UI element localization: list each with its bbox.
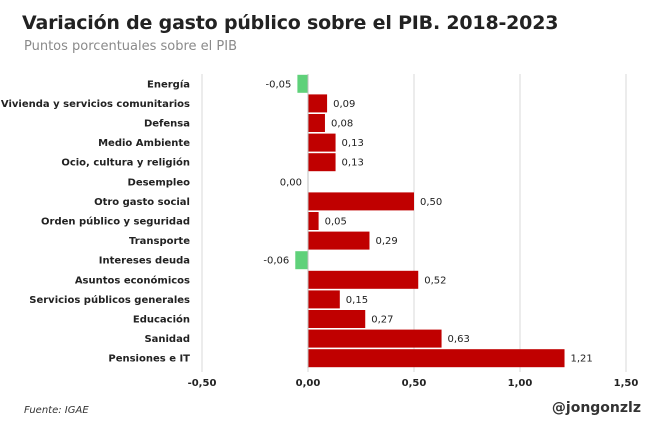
value-label: 0,15	[346, 295, 368, 306]
bar	[308, 153, 336, 172]
category-label: Desempleo	[128, 177, 191, 188]
value-label: 0,63	[448, 334, 470, 345]
value-label: 0,52	[424, 275, 446, 286]
bar	[297, 74, 308, 93]
category-label: Sanidad	[144, 334, 190, 345]
value-label: 0,50	[420, 197, 442, 208]
value-label: 1,21	[571, 354, 593, 365]
value-label: -0,05	[266, 79, 292, 90]
category-label: Otro gasto social	[94, 197, 190, 208]
value-label: 0,05	[325, 217, 347, 228]
category-label: Asuntos económicos	[75, 274, 190, 286]
category-label: Defensa	[144, 119, 190, 130]
bar	[308, 133, 336, 152]
bar	[308, 329, 442, 348]
x-tick-label: 1,00	[508, 378, 533, 389]
value-label: 0,13	[342, 138, 364, 149]
bar	[308, 270, 419, 289]
bar	[308, 212, 319, 230]
value-label: 0,29	[375, 236, 397, 247]
x-tick-label: -0,50	[188, 378, 217, 389]
author-handle: @jongonzlz	[551, 400, 641, 416]
category-label: Ocio, cultura y religión	[61, 157, 190, 169]
value-label: 0,27	[371, 315, 393, 326]
value-label: 0,09	[333, 99, 355, 110]
value-label: 0,00	[280, 177, 302, 188]
category-label: Intereses deuda	[99, 256, 190, 267]
category-label: Vivienda y servicios comunitarios	[1, 99, 190, 110]
source-note: Fuente: IGAE	[24, 405, 89, 416]
bar	[308, 114, 325, 132]
bar	[308, 290, 340, 309]
value-label: 0,13	[342, 158, 364, 169]
category-label: Energía	[147, 78, 190, 90]
x-tick-label: 0,00	[296, 378, 321, 389]
chart-title: Variación de gasto público sobre el PIB.…	[22, 12, 559, 34]
x-tick-label: 1,50	[614, 378, 639, 389]
category-label: Medio Ambiente	[98, 138, 190, 149]
category-label: Servicios públicos generales	[29, 294, 190, 306]
category-label: Orden público y seguridad	[41, 216, 190, 228]
value-label: 0,08	[331, 119, 353, 130]
bar	[308, 192, 414, 211]
bar	[308, 349, 565, 368]
bar	[295, 251, 308, 270]
bar	[308, 94, 328, 113]
bar	[308, 231, 370, 250]
bar	[308, 310, 366, 328]
category-label: Pensiones e IT	[108, 354, 190, 365]
category-label: Transporte	[129, 236, 190, 247]
chart-subtitle: Puntos porcentuales sobre el PIB	[24, 39, 238, 54]
x-tick-label: 0,50	[402, 378, 427, 389]
category-label: Educación	[133, 314, 190, 326]
value-label: -0,06	[263, 256, 289, 267]
